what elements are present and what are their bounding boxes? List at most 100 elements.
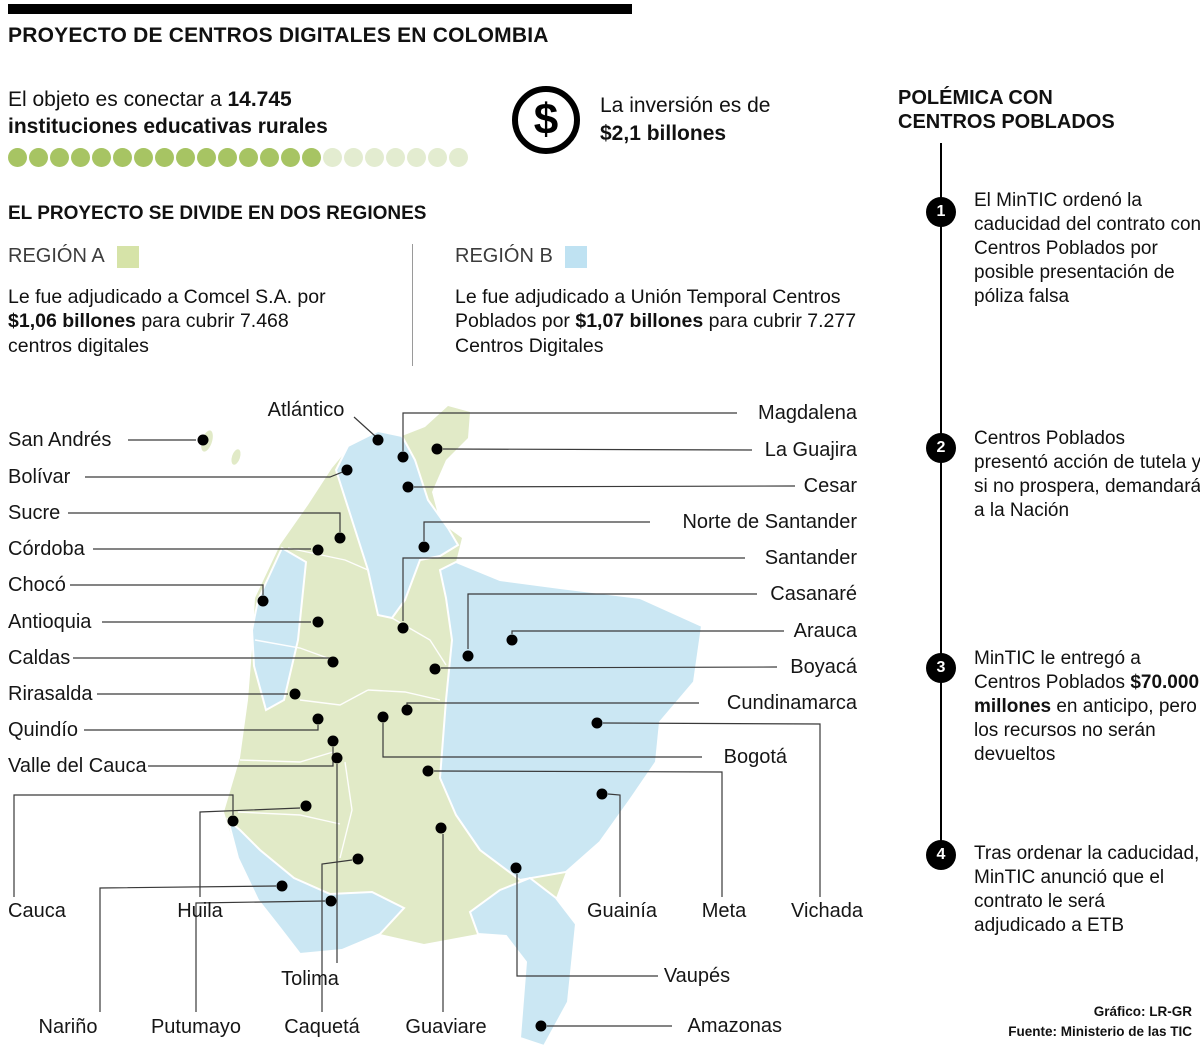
leader-line bbox=[413, 485, 796, 488]
timeline-text-1-pre: El MinTIC ordenó la caducidad del contra… bbox=[974, 190, 1200, 307]
credit-source: Fuente: Ministerio de las TIC bbox=[1008, 1024, 1192, 1040]
timeline-number-4: 4 bbox=[926, 840, 956, 870]
department-dot bbox=[510, 862, 522, 874]
leader-line bbox=[85, 470, 346, 478]
progress-dot-filled bbox=[92, 148, 111, 167]
leader-line bbox=[99, 885, 277, 1012]
credits: Gráfico: LR-GR Fuente: Ministerio de las… bbox=[1008, 1002, 1192, 1043]
region-b-pacific-strip bbox=[250, 546, 308, 712]
region-b-text-pre: Le fue adjudicado a Unión Temporal Centr… bbox=[455, 286, 841, 333]
leader-line bbox=[195, 900, 326, 1012]
department-dot bbox=[327, 735, 339, 747]
department-dot bbox=[372, 434, 384, 446]
department-dot bbox=[197, 434, 209, 446]
leader-line bbox=[607, 793, 621, 897]
region-b-description: Le fue adjudicado a Unión Temporal Centr… bbox=[455, 285, 860, 358]
leader-line bbox=[402, 557, 745, 621]
department-dot bbox=[289, 688, 301, 700]
department-dot bbox=[352, 853, 364, 865]
department-dot bbox=[418, 541, 430, 553]
department-dot bbox=[429, 663, 441, 675]
region-b-southwest-area bbox=[226, 817, 406, 956]
timeline-text-2-pre: Centros Poblados presentó acción de tute… bbox=[974, 428, 1200, 521]
timeline-text-4-pre: Tras ordenar la caducidad, MinTIC anunci… bbox=[974, 843, 1200, 936]
progress-dot-filled bbox=[113, 148, 132, 167]
department-dot bbox=[334, 532, 346, 544]
leader-line bbox=[433, 770, 723, 897]
progress-dot-filled bbox=[50, 148, 69, 167]
timeline-number-1: 1 bbox=[926, 197, 956, 227]
regions-divider bbox=[412, 244, 413, 366]
intro-number: 14.745 bbox=[227, 88, 292, 111]
timeline-text-3: MinTIC le entregó a Centros Poblados $70… bbox=[974, 647, 1200, 767]
department-dot bbox=[257, 595, 269, 607]
progress-dot-filled bbox=[197, 148, 216, 167]
department-dot bbox=[312, 616, 324, 628]
leader-line bbox=[440, 666, 778, 669]
progress-dot-filled bbox=[239, 148, 258, 167]
progress-dot-empty bbox=[428, 148, 447, 167]
department-dot bbox=[331, 752, 343, 764]
leader-line bbox=[406, 702, 699, 705]
region-b-north-strip bbox=[334, 429, 460, 620]
department-dot bbox=[312, 713, 324, 725]
progress-dot-filled bbox=[71, 148, 90, 167]
region-a-text-pre: Le fue adjudicado a Comcel S.A. por bbox=[8, 286, 326, 308]
region-a-swatch bbox=[116, 245, 139, 268]
credit-graphic: Gráfico: LR-GR bbox=[1093, 1004, 1192, 1019]
progress-dot-filled bbox=[134, 148, 153, 167]
progress-dot-empty bbox=[365, 148, 384, 167]
department-dot bbox=[397, 451, 409, 463]
progress-dot-filled bbox=[218, 148, 237, 167]
timeline-text-3-bold: $70.000 millones bbox=[974, 671, 1200, 717]
leader-line bbox=[353, 416, 376, 437]
leader-line bbox=[70, 584, 264, 595]
department-dot bbox=[506, 634, 518, 646]
timeline-text-3-post: en anticipo, pero los recursos no serán … bbox=[974, 695, 1197, 765]
intro-highlight: instituciones educativas rurales bbox=[8, 115, 328, 139]
region-a-name: REGIÓN A bbox=[8, 245, 105, 267]
region-a-label: REGIÓN A bbox=[8, 245, 139, 268]
department-dot bbox=[535, 1020, 547, 1032]
map-region-shapes bbox=[201, 406, 704, 1048]
department-dot bbox=[312, 544, 324, 556]
region-b-east-area bbox=[438, 560, 704, 882]
leader-line bbox=[402, 412, 737, 451]
department-dot bbox=[227, 815, 239, 827]
leader-line bbox=[442, 448, 753, 451]
department-dot bbox=[341, 464, 353, 476]
department-dot bbox=[276, 880, 288, 892]
providencia-island bbox=[231, 449, 241, 465]
investment-amount: $2,1 billones bbox=[600, 122, 727, 145]
investment-text: La inversión es de $2,1 billones bbox=[600, 92, 770, 149]
progress-dot-filled bbox=[29, 148, 48, 167]
leader-line bbox=[467, 593, 757, 649]
progress-dot-filled bbox=[302, 148, 321, 167]
progress-dot-empty bbox=[323, 148, 342, 167]
leader-line bbox=[602, 722, 821, 897]
leader-line bbox=[84, 725, 319, 731]
progress-dot-empty bbox=[386, 148, 405, 167]
progress-dot-filled bbox=[8, 148, 27, 167]
leader-line bbox=[68, 512, 341, 532]
progress-dot-filled bbox=[260, 148, 279, 167]
progress-dot-empty bbox=[344, 148, 363, 167]
timeline-text-2: Centros Poblados presentó acción de tute… bbox=[974, 427, 1200, 523]
progress-dot-filled bbox=[155, 148, 174, 167]
department-borders bbox=[237, 547, 447, 859]
department-dot bbox=[327, 656, 339, 668]
sidebar-title: POLÉMICA CON CENTROS POBLADOS bbox=[898, 87, 1115, 133]
region-b-label: REGIÓN B bbox=[455, 245, 587, 268]
progress-dot-filled bbox=[281, 148, 300, 167]
leader-line bbox=[148, 747, 334, 767]
department-dot bbox=[402, 481, 414, 493]
department-dot bbox=[401, 704, 413, 716]
progress-dot-empty bbox=[407, 148, 426, 167]
leader-line bbox=[511, 630, 784, 634]
timeline-text-1: El MinTIC ordenó la caducidad del contra… bbox=[974, 189, 1200, 309]
region-b-swatch bbox=[564, 245, 587, 268]
region-b-name: REGIÓN B bbox=[455, 245, 553, 267]
investment-label: La inversión es de bbox=[600, 93, 771, 117]
timeline-number-2: 2 bbox=[926, 433, 956, 463]
